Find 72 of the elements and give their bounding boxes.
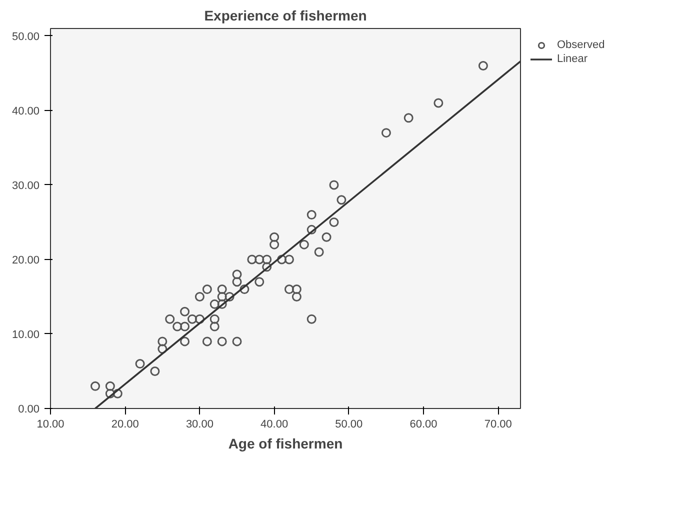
legend-label: Observed (557, 39, 605, 51)
point (232, 336, 242, 346)
point (277, 254, 287, 264)
point (478, 61, 488, 70)
point (194, 292, 204, 302)
y-tick-label: 30.00 (12, 180, 40, 192)
point (292, 284, 302, 294)
point (105, 381, 115, 391)
point (284, 254, 294, 264)
point (210, 322, 220, 332)
point (90, 381, 100, 391)
y-tick-label: 0.00 (18, 404, 40, 416)
point (217, 292, 227, 302)
point (306, 224, 316, 234)
point (232, 270, 242, 280)
point (194, 314, 204, 324)
point (299, 240, 309, 250)
point (314, 247, 324, 257)
y-tick-label: 40.00 (12, 105, 40, 118)
point (262, 254, 272, 264)
x-tick-label: 60.00 (410, 418, 438, 430)
point (217, 336, 227, 346)
point (172, 322, 182, 332)
x-tick-label: 70.00 (484, 418, 512, 430)
point (210, 314, 220, 324)
y-tick-label: 10.00 (12, 328, 40, 341)
point (322, 232, 332, 242)
point (306, 210, 316, 220)
point (217, 284, 227, 294)
point (329, 180, 339, 190)
x-tick-label: 30.00 (186, 418, 214, 430)
point (284, 284, 294, 294)
point (112, 388, 122, 398)
point (217, 299, 227, 309)
point (180, 306, 190, 316)
point (292, 292, 302, 302)
point (404, 113, 414, 123)
point (210, 299, 220, 309)
point (158, 336, 168, 346)
point (381, 128, 391, 138)
point (180, 322, 190, 332)
point (224, 292, 234, 302)
point (105, 388, 115, 398)
point (434, 98, 444, 108)
point (158, 344, 168, 354)
point (180, 336, 190, 346)
x-tick-label: 20.00 (111, 418, 139, 430)
point (254, 254, 264, 264)
point (202, 284, 212, 294)
point (270, 240, 280, 250)
point (240, 284, 250, 294)
x-axis-title: Age of fishermen (228, 436, 343, 452)
point (187, 314, 197, 324)
point (150, 366, 160, 376)
point (270, 232, 280, 242)
point (306, 314, 316, 324)
x-tick-label: 40.00 (260, 418, 288, 430)
point (329, 217, 339, 227)
point (202, 336, 212, 346)
y-tick-label: 50.00 (12, 30, 40, 43)
point (254, 277, 264, 287)
legend-label: Linear (557, 53, 588, 65)
chart-title: Experience of fishermen (204, 8, 367, 24)
point (262, 262, 272, 272)
point (165, 314, 175, 324)
point (135, 359, 145, 369)
point (336, 195, 346, 205)
point (232, 277, 242, 287)
x-tick-label: 50.00 (335, 418, 363, 430)
point (247, 254, 257, 264)
x-tick-label: 10.00 (36, 418, 64, 430)
y-tick-label: 20.00 (12, 254, 40, 266)
